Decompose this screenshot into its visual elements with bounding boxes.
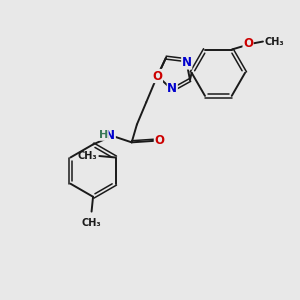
Text: O: O xyxy=(152,70,163,83)
Text: H: H xyxy=(99,130,108,140)
Text: N: N xyxy=(182,56,192,69)
Text: N: N xyxy=(167,82,177,95)
Text: CH₃: CH₃ xyxy=(264,37,284,46)
Text: CH₃: CH₃ xyxy=(77,151,97,161)
Text: O: O xyxy=(154,134,164,147)
Text: N: N xyxy=(105,129,115,142)
Text: O: O xyxy=(243,37,253,50)
Text: CH₃: CH₃ xyxy=(82,218,101,228)
